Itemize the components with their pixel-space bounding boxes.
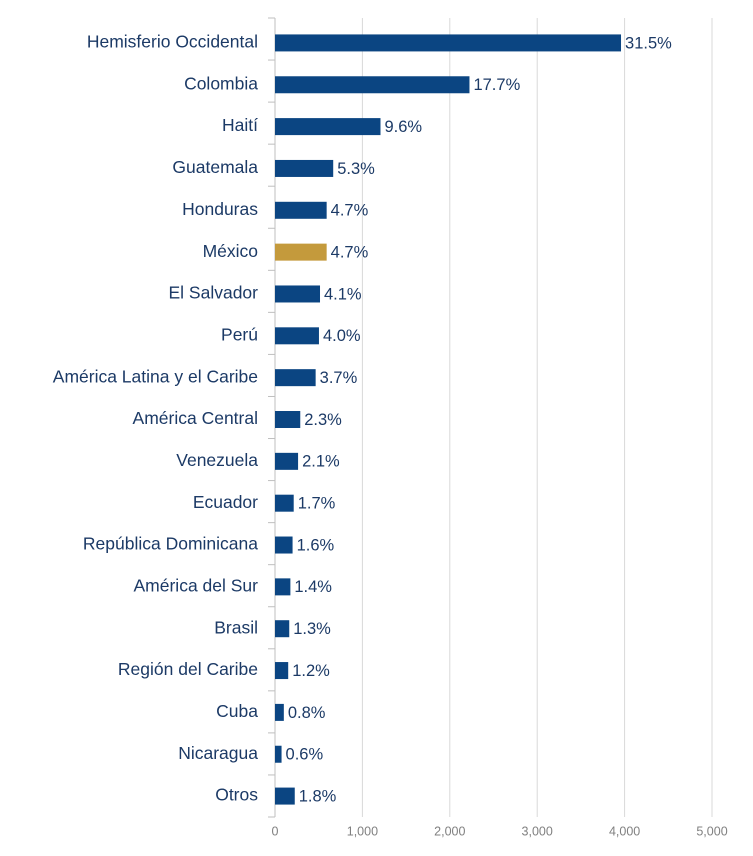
y-tick-label: Otros [215,785,258,805]
value-label: 4.0% [323,327,361,345]
y-tick-label: Región del Caribe [118,659,258,679]
x-tick-label: 5,000 [696,824,727,838]
y-tick-label: Honduras [182,199,258,219]
y-tick-label: Ecuador [193,492,258,512]
y-tick-label: El Salvador [169,283,259,303]
value-label: 2.1% [302,453,340,471]
bar [275,243,327,261]
value-label: 1.7% [298,495,336,513]
bar [275,369,316,387]
y-tick-label: Nicaragua [178,743,258,763]
y-tick-label: América Latina y el Caribe [53,366,258,386]
value-label: 0.8% [288,704,326,722]
y-tick-label: Perú [221,324,258,344]
bar [275,536,293,554]
y-tick-label: República Dominicana [83,534,258,554]
value-label: 1.3% [293,620,331,638]
y-tick-label: América Central [133,408,258,428]
y-tick-label: México [203,241,258,261]
bar [275,411,301,428]
x-tick-label: 1,000 [347,824,378,838]
y-tick-label: Haití [222,115,258,135]
bar [275,745,282,763]
bar [275,620,290,638]
bar [275,494,294,512]
value-label: 3.7% [320,369,358,387]
bar [275,34,622,52]
value-label: 1.2% [292,662,330,680]
y-tick-label: Guatemala [172,157,258,177]
bar [275,452,299,470]
bar [275,787,295,805]
value-label: 2.3% [304,411,342,429]
bar [275,159,334,177]
bar [275,578,291,596]
value-label: 0.6% [286,746,324,764]
x-tick-label: 3,000 [522,824,553,838]
y-tick-label: Cuba [216,701,258,721]
x-tick-label: 4,000 [609,824,640,838]
value-label: 1.4% [294,578,332,596]
value-label: 4.7% [331,243,369,261]
bar [275,76,470,94]
value-label: 4.7% [331,202,369,220]
y-tick-label: Venezuela [176,450,258,470]
bar [275,118,381,136]
value-label: 31.5% [625,34,672,52]
bar [275,662,289,680]
value-label: 1.6% [297,536,335,554]
x-tick-label: 0 [272,824,279,838]
y-tick-label: Colombia [184,73,258,93]
y-tick-label: Brasil [214,617,258,637]
value-label: 4.1% [324,285,362,303]
bar [275,285,321,303]
x-tick-label: 2,000 [434,824,465,838]
bar [275,703,284,721]
y-tick-label: América del Sur [134,575,259,595]
value-label: 17.7% [473,76,520,94]
value-label: 5.3% [337,160,375,178]
value-label: 9.6% [384,118,422,136]
value-label: 1.8% [299,787,337,805]
bar [275,201,327,219]
y-tick-label: Hemisferio Occidental [87,32,258,52]
bar [275,327,319,345]
